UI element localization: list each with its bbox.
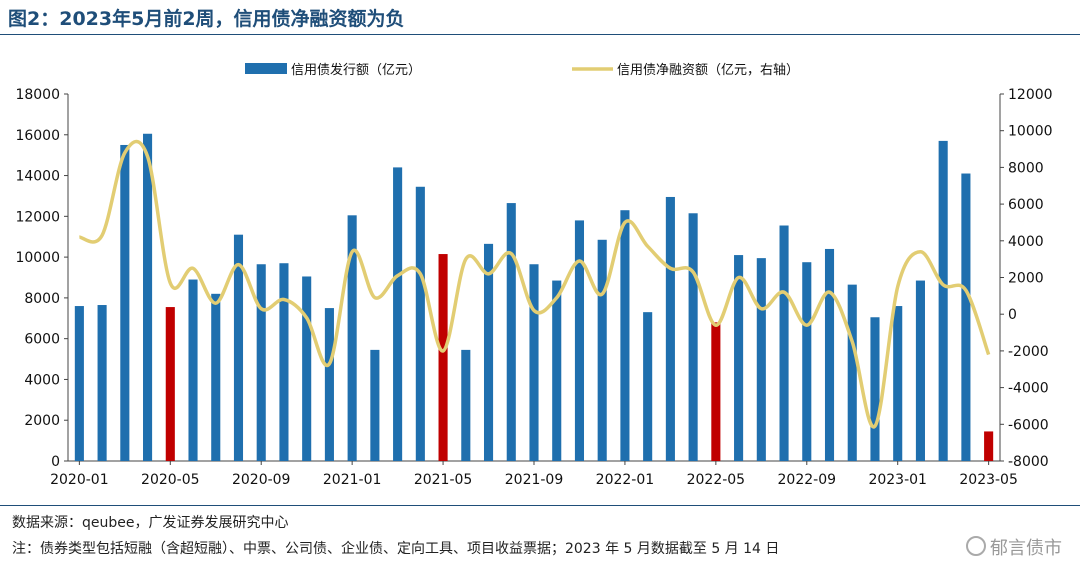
bar (143, 133, 153, 461)
bar (324, 308, 334, 461)
left-tick-label: 16000 (15, 128, 60, 144)
bar (120, 144, 130, 461)
left-tick-label: 8000 (24, 291, 60, 307)
bar (734, 255, 744, 461)
legend-swatch-bar (245, 63, 287, 74)
x-tick-label: 2023-05 (959, 472, 1018, 488)
watermark-text: 郁言债市 (990, 538, 1062, 559)
bar (393, 167, 403, 461)
net-financing-line (78, 139, 991, 429)
x-tick-label: 2021-05 (414, 472, 473, 488)
right-tick-label: 8000 (1008, 160, 1044, 176)
chart: 0 2000 4000 6000 8000 10000 12000 14000 16000 180… (15, 62, 1052, 488)
bar (574, 220, 585, 461)
bar (893, 306, 903, 461)
bar (415, 186, 425, 461)
left-tick-label: 2000 (24, 413, 60, 429)
bar (756, 258, 766, 461)
bar (211, 293, 221, 461)
x-tick-label: 2020-05 (141, 472, 200, 488)
bar (552, 280, 562, 461)
right-tick-label: 12000 (1008, 87, 1053, 103)
x-tick-label: 2020-09 (232, 472, 291, 488)
right-tick-label: -4000 (1008, 381, 1049, 397)
right-tick-label: -8000 (1008, 454, 1049, 470)
x-tick-label: 2020-01 (50, 472, 109, 488)
bar (233, 234, 244, 461)
bar (779, 225, 789, 461)
x-tick-label: 2022-01 (596, 472, 655, 488)
bar (97, 305, 107, 461)
bar (483, 243, 494, 461)
bar (302, 276, 312, 461)
right-tick-label: -6000 (1008, 417, 1049, 433)
bar (74, 306, 84, 461)
right-tick-label: 6000 (1008, 197, 1044, 213)
bar (665, 196, 675, 462)
footer: 数据来源：qeubee，广发证券发展研究中心 注：债券类型包括短融（含超短融）、… (0, 505, 1080, 587)
right-tick-label: 4000 (1008, 234, 1044, 250)
x-tick-label: 2023-01 (868, 472, 927, 488)
bar (279, 263, 289, 461)
bar (188, 279, 198, 461)
bar (461, 349, 471, 461)
x-tick-label: 2021-01 (323, 472, 382, 488)
bar (802, 262, 812, 461)
bars-series (74, 133, 994, 462)
x-tick-label: 2022-05 (687, 472, 746, 488)
right-tick-label: 10000 (1008, 124, 1053, 140)
left-tick-label: 10000 (15, 250, 60, 266)
bar (688, 213, 698, 461)
left-tick-label: 14000 (15, 169, 60, 185)
bar (938, 140, 948, 461)
watermark: 郁言债市 (966, 534, 1062, 560)
bar (643, 312, 653, 461)
right-tick-label: 0 (1008, 307, 1017, 323)
line-series (78, 139, 991, 429)
bar (984, 431, 994, 461)
bar (597, 239, 607, 461)
legend-label-line: 信用债净融资额（亿元，右轴） (617, 63, 799, 78)
bar (961, 173, 971, 461)
right-tick-label: 2000 (1008, 271, 1044, 287)
bar (370, 349, 380, 461)
left-tick-label: 12000 (15, 209, 60, 225)
x-tick-label: 2022-09 (778, 472, 837, 488)
left-tick-label: 4000 (24, 372, 60, 388)
axes: 0 2000 4000 6000 8000 10000 12000 14000 16000 180… (15, 87, 1052, 488)
bar (870, 317, 880, 461)
wechat-icon (966, 536, 986, 556)
bar (165, 307, 175, 461)
bar (915, 280, 925, 461)
bar (711, 322, 721, 461)
bar (847, 284, 857, 461)
legend-label-bar: 信用债发行额（亿元） (291, 62, 421, 78)
note-text: 注：债券类型包括短融（含超短融）、中票、公司债、企业债、定向工具、项目收益票据；… (12, 541, 780, 557)
x-tick-label: 2021-09 (505, 472, 564, 488)
title-bar: 图2：2023年5月前2周，信用债净融资额为负 (0, 0, 1080, 35)
figure-title: 图2：2023年5月前2周，信用债净融资额为负 (8, 8, 405, 30)
bar (529, 264, 539, 461)
left-tick-label: 0 (51, 454, 60, 470)
bar (506, 203, 516, 461)
bar (824, 248, 835, 461)
left-tick-label: 6000 (24, 332, 60, 348)
legend: 信用债发行额（亿元） 信用债净融资额（亿元，右轴） (245, 62, 799, 78)
bar (256, 264, 266, 461)
source-text: 数据来源：qeubee，广发证券发展研究中心 (12, 515, 289, 531)
bar (438, 254, 448, 461)
left-tick-label: 18000 (15, 87, 60, 103)
bar (347, 215, 357, 461)
bar (620, 210, 630, 461)
right-tick-label: -2000 (1008, 344, 1049, 360)
